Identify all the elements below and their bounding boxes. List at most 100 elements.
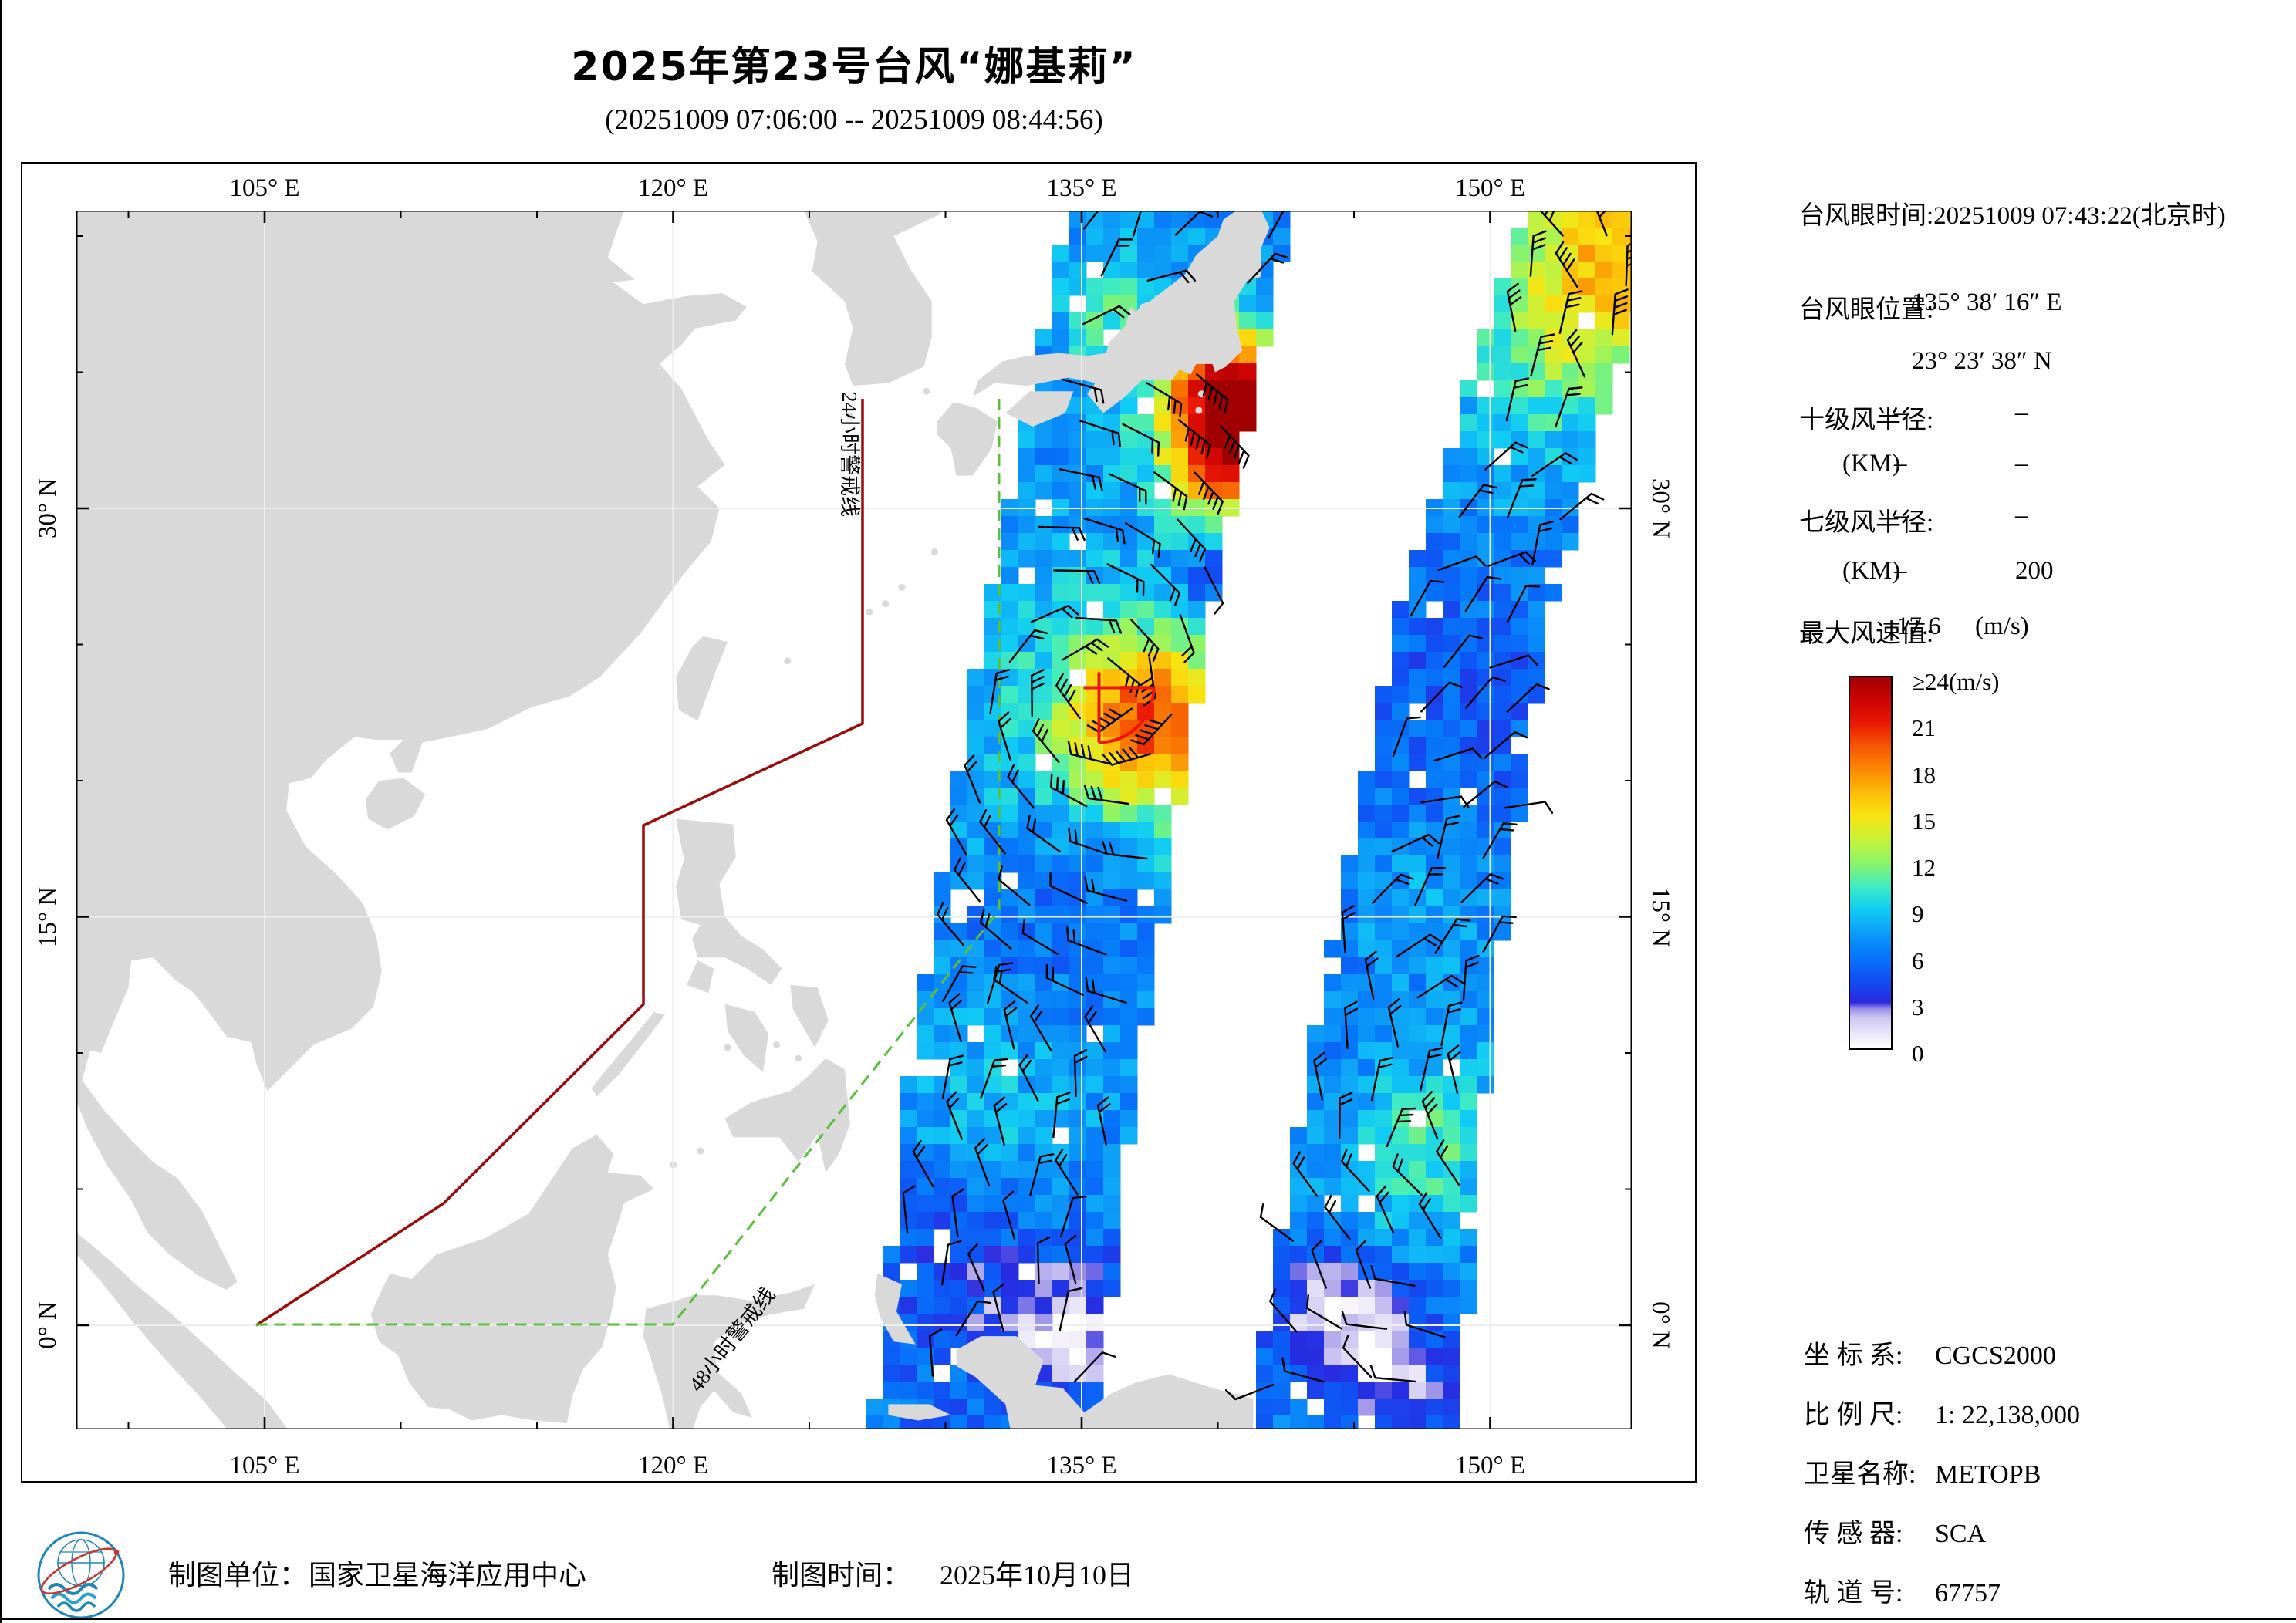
agency-logo xyxy=(37,1531,125,1619)
wind-cell xyxy=(1001,1093,1019,1111)
wind-cell xyxy=(1137,228,1155,245)
wind-cell xyxy=(1511,805,1528,822)
wind-cell xyxy=(1001,1110,1019,1128)
wind-cell xyxy=(967,1059,985,1077)
wind-cell xyxy=(984,1025,1002,1043)
land-sumatra xyxy=(76,1233,288,1429)
wind-cell xyxy=(1578,448,1596,466)
wind-cell xyxy=(1375,788,1393,805)
wind-cell xyxy=(1375,838,1393,856)
wind-cell xyxy=(1052,584,1070,602)
wind-cell xyxy=(1137,974,1155,992)
wind-cell xyxy=(1273,1399,1291,1416)
wind-cell xyxy=(1069,1246,1087,1264)
wind-cell xyxy=(1392,957,1410,975)
wind-cell xyxy=(1341,923,1359,941)
wind-cell xyxy=(1477,805,1494,822)
wind-cell xyxy=(917,1195,934,1213)
wind-cell xyxy=(1120,1093,1138,1111)
wind-cell xyxy=(1392,618,1410,636)
r7-value-2: – xyxy=(2015,501,2028,529)
wind-cell xyxy=(967,1399,985,1416)
wind-cell xyxy=(1171,771,1189,788)
wind-cell xyxy=(1205,397,1223,415)
wind-cell xyxy=(1103,771,1121,788)
wind-cell xyxy=(1120,974,1138,992)
wind-cell xyxy=(1052,262,1070,279)
eye-position-label: 台风眼位置: xyxy=(1799,296,1934,324)
wind-cell xyxy=(1001,957,1019,975)
wind-cell xyxy=(1137,788,1155,805)
wind-cell xyxy=(1443,601,1460,619)
wind-cell xyxy=(1018,1195,1036,1213)
wind-cell xyxy=(1460,838,1477,856)
wind-cell xyxy=(883,1263,900,1281)
wind-cell xyxy=(1018,957,1036,975)
wind-cell xyxy=(1477,397,1494,415)
wind-cell xyxy=(1545,397,1562,415)
wind-cell xyxy=(1120,431,1138,449)
wind-cell xyxy=(1477,601,1494,619)
wind-cell xyxy=(1460,618,1477,636)
wind-cell xyxy=(934,1127,951,1145)
wind-cell xyxy=(1578,346,1596,364)
page-title: 2025年第23号台风“娜基莉” xyxy=(571,44,1137,90)
wind-cell xyxy=(1426,957,1443,975)
wind-cell xyxy=(1137,737,1155,754)
wind-cell xyxy=(1375,1110,1393,1128)
wind-cell xyxy=(1460,601,1477,619)
wind-cell xyxy=(1358,805,1376,822)
wind-cell xyxy=(1001,1178,1019,1196)
wind-cell xyxy=(1511,448,1528,466)
wind-cell xyxy=(883,1365,900,1382)
wind-cell xyxy=(1443,771,1460,788)
wind-cell xyxy=(1120,295,1138,313)
wind-cell xyxy=(1273,228,1291,245)
wind-cell xyxy=(1069,855,1087,873)
wind-cell xyxy=(1612,211,1630,228)
wind-cell xyxy=(1545,482,1562,500)
wind-cell xyxy=(984,1212,1002,1230)
wind-cell xyxy=(1511,584,1528,602)
wind-cell xyxy=(1460,1161,1477,1179)
wind-cell xyxy=(950,923,968,941)
wind-cell xyxy=(984,1415,1002,1429)
wind-cell xyxy=(1035,1212,1053,1230)
wind-cell xyxy=(984,1195,1002,1213)
wind-cell xyxy=(1001,635,1019,653)
wind-cell xyxy=(1001,1314,1019,1331)
wind-cell xyxy=(1222,482,1240,500)
logo-wave-icon xyxy=(56,1601,96,1612)
wind-cell xyxy=(1392,601,1410,619)
footer-unit-label: 制图单位： xyxy=(168,1560,308,1591)
wind-cell xyxy=(1018,465,1036,483)
wind-cell xyxy=(1273,1246,1291,1264)
wind-cell xyxy=(1171,686,1189,704)
wind-cell xyxy=(1528,618,1545,636)
wind-cell xyxy=(1494,737,1511,754)
wind-cell xyxy=(1052,1110,1070,1128)
wind-cell xyxy=(1578,228,1596,245)
wind-cell xyxy=(1052,1025,1070,1043)
wind-cell xyxy=(1137,278,1155,296)
wind-cell xyxy=(1018,431,1036,449)
wind-cell xyxy=(1341,957,1359,975)
wind-cell xyxy=(1426,805,1443,822)
wind-cell xyxy=(1120,1110,1138,1128)
wind-cell xyxy=(1494,533,1511,551)
wind-cell xyxy=(1256,1365,1274,1382)
wind-cell xyxy=(1443,872,1460,890)
wind-cell xyxy=(1477,720,1494,737)
lon-label-top: 120° E xyxy=(637,174,709,202)
wind-cell xyxy=(1426,1008,1443,1026)
wind-cell xyxy=(1545,550,1562,568)
wind-cell xyxy=(1426,1314,1443,1331)
wind-cell xyxy=(1460,1025,1477,1043)
wind-cell xyxy=(1018,1025,1036,1043)
wind-cell xyxy=(1171,754,1189,771)
wind-cell xyxy=(1494,703,1511,720)
wind-cell xyxy=(1154,754,1172,771)
land-borneo xyxy=(370,1134,654,1424)
logo-wave-icon xyxy=(50,1592,97,1604)
wind-cell xyxy=(917,1144,934,1162)
